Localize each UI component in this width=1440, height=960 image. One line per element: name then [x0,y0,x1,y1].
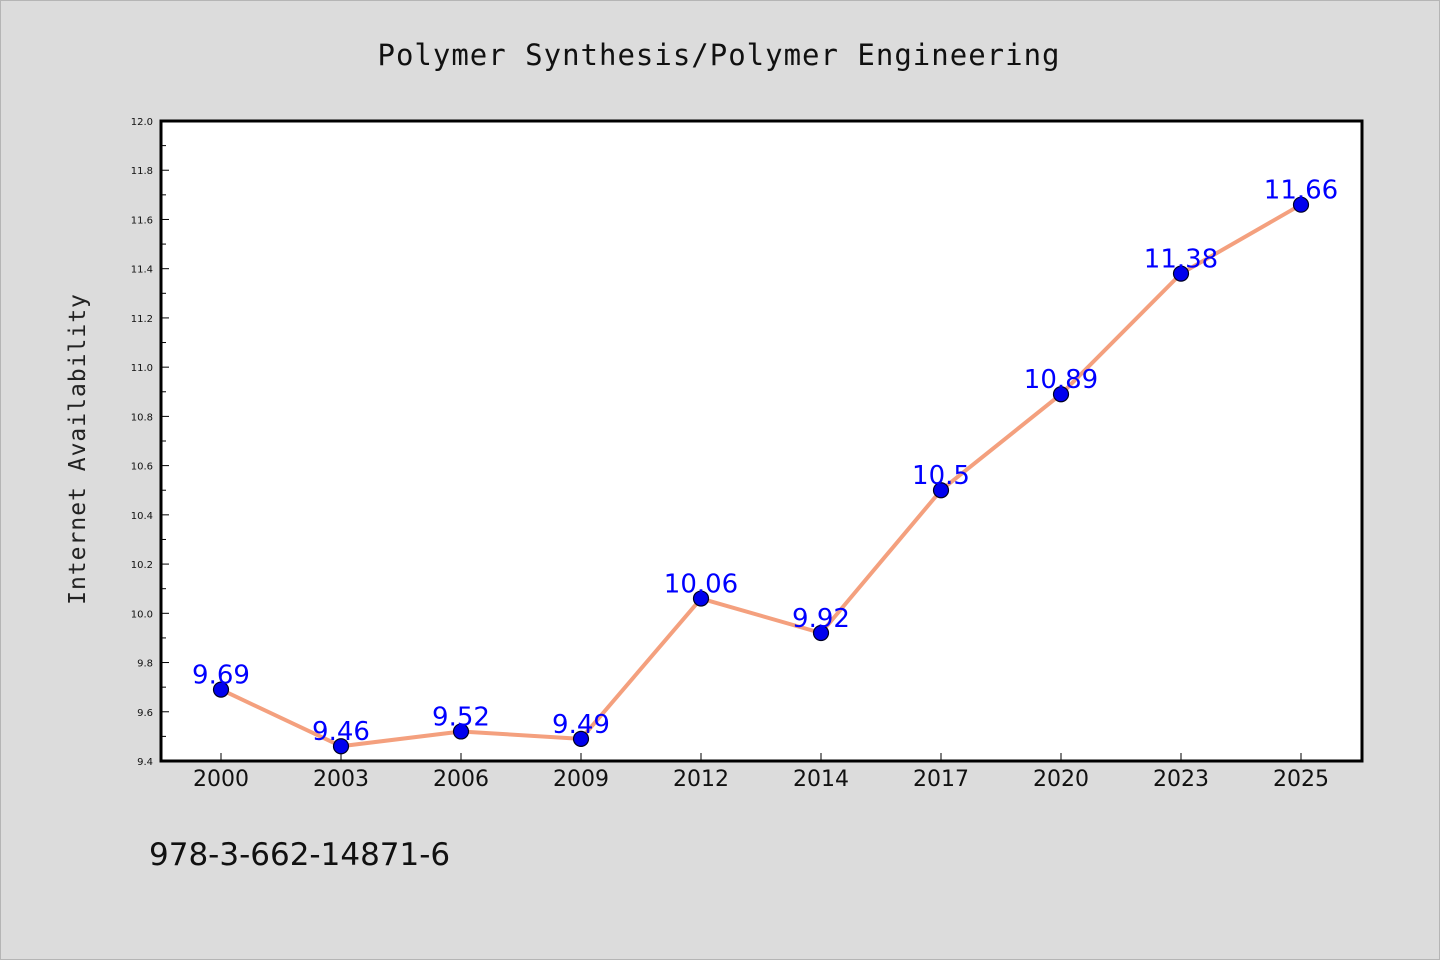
data-point-marker [452,723,470,740]
y-tick-label: 10.4 [131,511,153,522]
x-tick-label: 2020 [1033,767,1089,792]
y-tick-label: 10.6 [131,462,153,473]
data-value-label: 9.92 [792,604,850,634]
y-tick-label: 9.6 [137,708,153,719]
y-tick-label: 10.0 [131,609,153,620]
y-tick-label: 10.2 [131,560,153,571]
data-point-marker [1052,386,1070,403]
data-markers [212,196,1310,755]
plot-area [159,119,1364,763]
data-point-marker [1292,196,1310,213]
y-tick-label: 9.8 [137,659,153,670]
data-point-marker [572,730,590,747]
x-tick-label: 2000 [193,767,249,792]
x-tick-label: 2009 [553,767,609,792]
x-tick-label: 2023 [1153,767,1209,792]
data-point-marker [1172,265,1190,282]
x-tick-label: 2014 [793,767,849,792]
y-tick-label: 10.8 [131,412,153,423]
x-tick-label: 2006 [433,767,489,792]
y-tick-label: 11.6 [131,215,153,226]
y-tick-label: 9.4 [137,757,153,768]
data-point-marker [812,624,830,642]
data-labels: 9.69 9.46 9.52 9.49 10.06 9.92 10.5 10.89 11.38 1… [192,176,1338,748]
data-value-label: 10.06 [664,570,738,600]
x-tick-label: 2017 [913,767,969,792]
x-tick-label: 2003 [313,767,369,792]
x-tick-label: 2012 [673,767,729,792]
data-value-label: 9.69 [192,661,250,691]
y-tick-label: 11.0 [131,363,153,374]
footer-code: 978-3-662-14871-6 [149,837,450,873]
data-value-label: 10.89 [1024,365,1098,395]
series-line [220,202,1302,749]
data-value-label: 9.49 [552,710,610,740]
y-axis-ticks: 9.4 9.6 9.8 10.0 10.2 10.4 10.6 10.8 11.0 11.2 11.… [131,117,169,768]
data-value-label: 9.46 [312,717,370,747]
data-point-marker [212,681,230,698]
series-line-group [220,202,1302,749]
data-point-marker [692,590,710,607]
chart-title: Polymer Synthesis/Polymer Engineering [377,38,1060,72]
data-value-label: 11.66 [1264,176,1338,206]
x-axis-ticks: 2000 2003 2006 2009 2012 2014 2017 2020 2023 2025 [193,753,1329,792]
y-tick-label: 11.8 [131,166,153,177]
y-tick-label: 11.2 [131,314,153,325]
data-value-label: 10.5 [912,461,970,491]
y-tick-label: 12.0 [131,117,153,128]
data-value-label: 9.52 [432,702,490,732]
data-point-marker [932,482,950,499]
x-tick-label: 2025 [1273,767,1329,792]
data-point-marker [332,738,350,755]
data-value-label: 11.38 [1144,245,1218,275]
y-tick-label: 11.4 [131,265,153,276]
y-axis-label: Internet Availability [65,293,91,605]
